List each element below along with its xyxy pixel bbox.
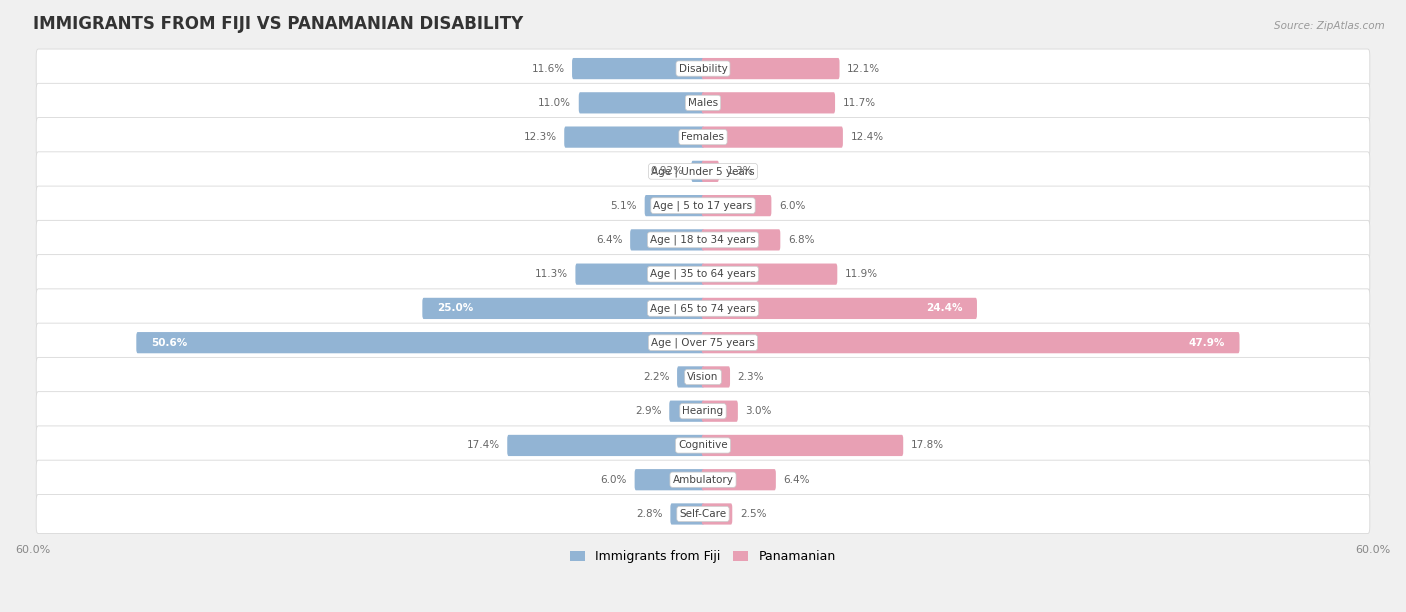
Text: IMMIGRANTS FROM FIJI VS PANAMANIAN DISABILITY: IMMIGRANTS FROM FIJI VS PANAMANIAN DISAB… [32, 15, 523, 33]
FancyBboxPatch shape [37, 426, 1369, 465]
FancyBboxPatch shape [702, 230, 780, 250]
Text: 11.0%: 11.0% [538, 98, 571, 108]
Text: Age | 65 to 74 years: Age | 65 to 74 years [650, 303, 756, 314]
FancyBboxPatch shape [702, 503, 733, 524]
Text: 2.5%: 2.5% [740, 509, 766, 519]
FancyBboxPatch shape [37, 49, 1369, 88]
Text: 6.0%: 6.0% [600, 475, 627, 485]
Text: Disability: Disability [679, 64, 727, 73]
Text: 2.3%: 2.3% [738, 372, 763, 382]
FancyBboxPatch shape [37, 83, 1369, 122]
FancyBboxPatch shape [634, 469, 704, 490]
FancyBboxPatch shape [702, 401, 738, 422]
FancyBboxPatch shape [37, 152, 1369, 191]
Text: Age | Under 5 years: Age | Under 5 years [651, 166, 755, 177]
Text: 2.9%: 2.9% [636, 406, 662, 416]
Text: Ambulatory: Ambulatory [672, 475, 734, 485]
Text: 6.0%: 6.0% [779, 201, 806, 211]
Text: Females: Females [682, 132, 724, 142]
Text: 25.0%: 25.0% [437, 304, 474, 313]
Text: Age | 35 to 64 years: Age | 35 to 64 years [650, 269, 756, 280]
FancyBboxPatch shape [702, 127, 842, 147]
FancyBboxPatch shape [702, 332, 1240, 353]
FancyBboxPatch shape [37, 494, 1369, 534]
Text: 17.8%: 17.8% [911, 441, 943, 450]
Text: 5.1%: 5.1% [610, 201, 637, 211]
FancyBboxPatch shape [37, 289, 1369, 328]
Text: Age | 18 to 34 years: Age | 18 to 34 years [650, 234, 756, 245]
FancyBboxPatch shape [630, 230, 704, 250]
FancyBboxPatch shape [422, 298, 704, 319]
FancyBboxPatch shape [678, 367, 704, 387]
Text: Cognitive: Cognitive [678, 441, 728, 450]
FancyBboxPatch shape [575, 264, 704, 285]
Text: 6.4%: 6.4% [596, 235, 623, 245]
Text: 6.8%: 6.8% [787, 235, 814, 245]
FancyBboxPatch shape [702, 435, 903, 456]
FancyBboxPatch shape [702, 92, 835, 113]
Text: 12.4%: 12.4% [851, 132, 883, 142]
Text: 24.4%: 24.4% [925, 304, 962, 313]
FancyBboxPatch shape [572, 58, 704, 79]
FancyBboxPatch shape [702, 298, 977, 319]
FancyBboxPatch shape [37, 118, 1369, 157]
FancyBboxPatch shape [702, 469, 776, 490]
FancyBboxPatch shape [136, 332, 704, 353]
FancyBboxPatch shape [564, 127, 704, 147]
Text: Hearing: Hearing [682, 406, 724, 416]
Legend: Immigrants from Fiji, Panamanian: Immigrants from Fiji, Panamanian [565, 545, 841, 568]
Text: Age | 5 to 17 years: Age | 5 to 17 years [654, 200, 752, 211]
FancyBboxPatch shape [692, 161, 704, 182]
Text: 2.2%: 2.2% [643, 372, 669, 382]
FancyBboxPatch shape [508, 435, 704, 456]
FancyBboxPatch shape [37, 392, 1369, 431]
Text: 47.9%: 47.9% [1188, 338, 1225, 348]
Text: 17.4%: 17.4% [467, 441, 499, 450]
Text: 50.6%: 50.6% [150, 338, 187, 348]
FancyBboxPatch shape [37, 357, 1369, 397]
Text: 1.3%: 1.3% [727, 166, 754, 176]
FancyBboxPatch shape [579, 92, 704, 113]
FancyBboxPatch shape [702, 58, 839, 79]
Text: 11.3%: 11.3% [534, 269, 568, 279]
Text: 12.1%: 12.1% [848, 64, 880, 73]
FancyBboxPatch shape [702, 161, 718, 182]
FancyBboxPatch shape [37, 460, 1369, 499]
FancyBboxPatch shape [37, 220, 1369, 259]
Text: 0.92%: 0.92% [651, 166, 683, 176]
FancyBboxPatch shape [671, 503, 704, 524]
FancyBboxPatch shape [37, 255, 1369, 294]
FancyBboxPatch shape [645, 195, 704, 216]
Text: 6.4%: 6.4% [783, 475, 810, 485]
Text: 11.7%: 11.7% [842, 98, 876, 108]
Text: 12.3%: 12.3% [523, 132, 557, 142]
FancyBboxPatch shape [702, 195, 772, 216]
Text: 11.6%: 11.6% [531, 64, 564, 73]
Text: Source: ZipAtlas.com: Source: ZipAtlas.com [1274, 21, 1385, 31]
Text: Self-Care: Self-Care [679, 509, 727, 519]
Text: Males: Males [688, 98, 718, 108]
Text: 2.8%: 2.8% [637, 509, 662, 519]
FancyBboxPatch shape [702, 264, 838, 285]
Text: Vision: Vision [688, 372, 718, 382]
FancyBboxPatch shape [702, 367, 730, 387]
Text: Age | Over 75 years: Age | Over 75 years [651, 337, 755, 348]
FancyBboxPatch shape [37, 323, 1369, 362]
FancyBboxPatch shape [669, 401, 704, 422]
FancyBboxPatch shape [37, 186, 1369, 225]
Text: 11.9%: 11.9% [845, 269, 877, 279]
Text: 3.0%: 3.0% [745, 406, 772, 416]
